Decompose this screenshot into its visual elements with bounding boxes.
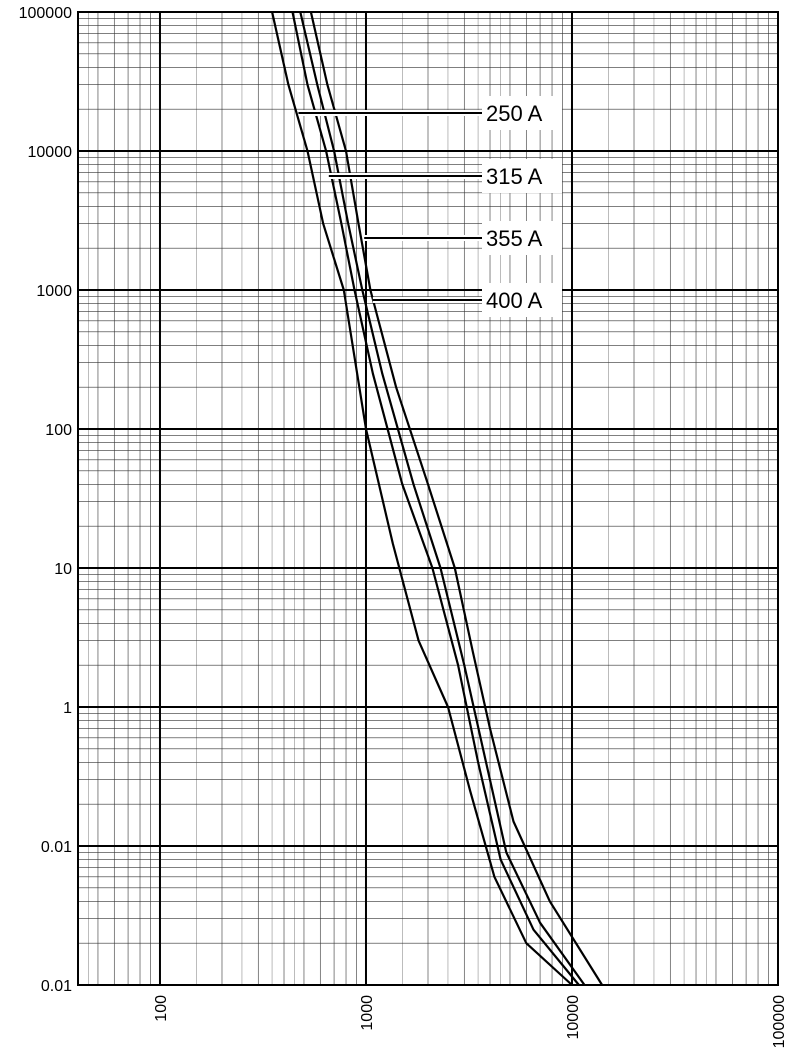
- legend-label: 315 A: [486, 164, 543, 189]
- y-tick-label: 0.01: [41, 978, 72, 995]
- legend-label: 250 A: [486, 101, 543, 126]
- x-tick-label: 100: [153, 995, 170, 1022]
- plot-frame: [77, 11, 779, 986]
- y-tick-label: 100: [45, 422, 72, 439]
- legend-label-bg: [482, 283, 562, 317]
- curve-355a: [299, 11, 586, 986]
- legend: 250 A 315 A 355 A 400 A: [298, 96, 562, 317]
- legend-label: 400 A: [486, 288, 543, 313]
- x-tick-label: 100000: [771, 995, 788, 1048]
- curve-400a: [309, 11, 604, 986]
- y-tick-label: 10: [54, 561, 72, 578]
- x-tick-label: 10000: [565, 995, 582, 1040]
- y-tick-label: 10000: [28, 144, 73, 161]
- x-tick-label: 1000: [359, 995, 376, 1031]
- legend-label: 355 A: [486, 226, 543, 251]
- curve-315a: [291, 11, 580, 986]
- ticks: 0.01 0.01 1 10 100 1000 10000 100000 100 1000 1000…: [19, 5, 788, 1048]
- legend-label-bg: [482, 96, 562, 130]
- legend-label-bg: [482, 159, 562, 193]
- curve-250a: [271, 11, 573, 986]
- curves: [271, 11, 604, 986]
- y-tick-label: 0.01: [41, 839, 72, 856]
- y-tick-label: 1000: [36, 283, 72, 300]
- y-tick-label: 1: [63, 700, 72, 717]
- legend-label-bg: [482, 221, 562, 255]
- y-tick-label: 100000: [19, 5, 72, 22]
- grid-minor: [77, 12, 778, 985]
